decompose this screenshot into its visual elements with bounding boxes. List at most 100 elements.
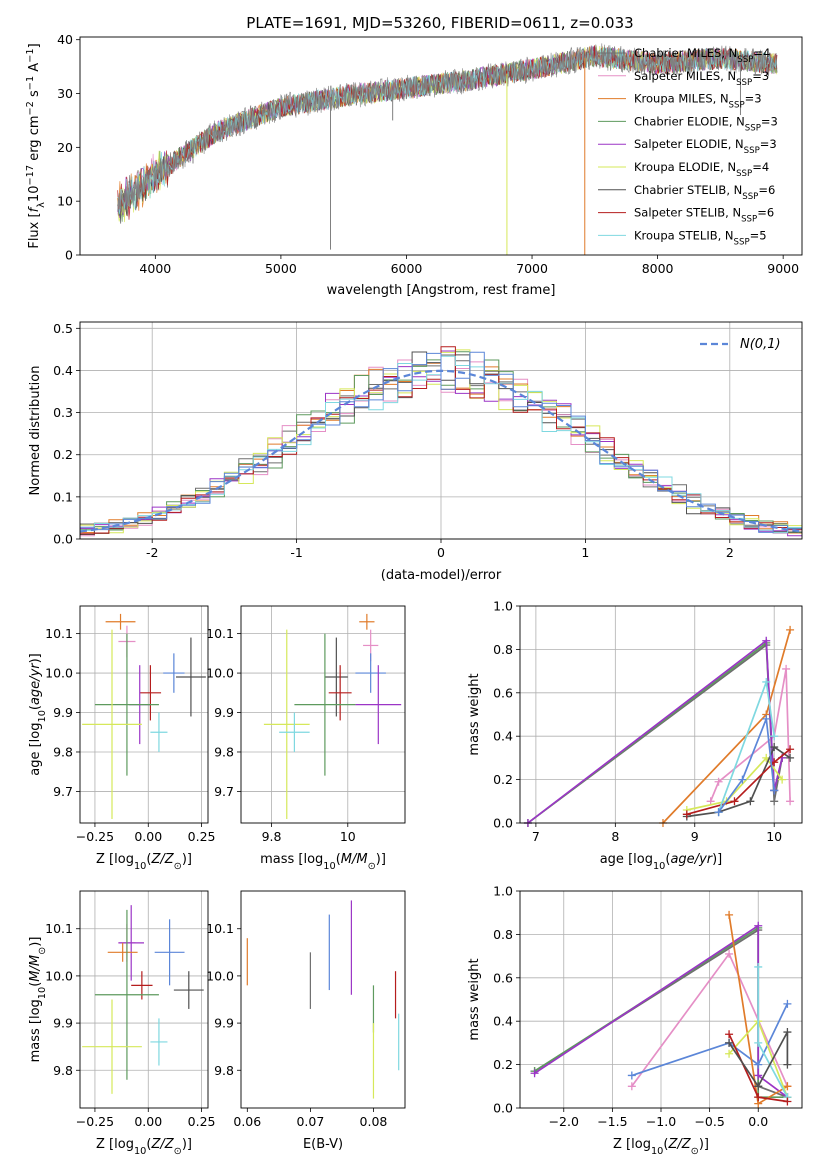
y-tick-label: 0.0 (493, 816, 513, 831)
x-tick-label: 6000 (391, 261, 423, 276)
y-tick-label: 10 (57, 194, 73, 209)
weight-marker (786, 753, 795, 762)
weight-marker (783, 1028, 792, 1037)
weight-marker (725, 949, 734, 958)
axes-frame (79, 321, 803, 540)
weight-marker (754, 962, 763, 971)
age_vs_Z-panel: −0.25 0.00 0.25 9.7 9.8 9.9 10.0 10.1 Z [log10(Z… (28, 605, 216, 872)
legend-label: Kroupa ELODIE, NSSP=4 (634, 160, 769, 179)
legend-label: Chabrier STELIB, NSSP=6 (634, 183, 775, 202)
y-tick-label: 0.1 (53, 489, 73, 504)
axes-frame (519, 605, 803, 824)
y-tick-label: 0.8 (493, 642, 513, 657)
y-axis-label: Flux [fλ10−17 erg cm−2 s−1 A−1] (25, 43, 47, 248)
weight-marker (754, 921, 763, 930)
y-tick-label: 9.8 (214, 1063, 234, 1078)
y-tick-label: 0.4 (493, 1014, 513, 1029)
gaussian-curve (79, 369, 800, 533)
y-tick-label: 9.9 (53, 705, 73, 720)
weight-marker (783, 999, 792, 1008)
y-tick-label: 0.2 (493, 1057, 513, 1072)
weight-marker (770, 743, 779, 752)
y-tick-label: 1.0 (493, 884, 513, 899)
y-tick-label: 30 (57, 86, 73, 101)
x-axis-label: wavelength [Angstrom, rest frame] (327, 283, 556, 298)
figure-title: PLATE=1691, MJD=53260, FIBERID=0611, z=0… (246, 14, 633, 32)
y-tick-label: 10.1 (206, 626, 234, 641)
y-tick-label: 0.6 (493, 970, 513, 985)
x-tick-label: 9 (691, 829, 699, 844)
legend-label: Chabrier ELODIE, NSSP=3 (634, 114, 778, 133)
y-axis-label: mass [log10(M/M⊙)] (28, 937, 48, 1063)
x-tick-label: 8000 (642, 261, 674, 276)
x-tick-label: 0.25 (188, 1114, 216, 1129)
weight-marker (786, 797, 795, 806)
x-tick-label: 0.00 (134, 1114, 162, 1129)
weight-marker (762, 636, 771, 645)
x-tick-label: 10 (340, 829, 356, 844)
spectrum-panel: 4000 5000 6000 7000 8000 9000 0 10 20 30 40 wavelen… (25, 32, 803, 298)
y-tick-label: 10.0 (206, 968, 234, 983)
x-axis-label: Z [log10(Z/Z⊙)] (613, 1137, 709, 1157)
y-axis-label: age [log10(age/yr)] (28, 653, 48, 776)
y-tick-label: 0.4 (53, 363, 73, 378)
weight-series (728, 1031, 789, 1088)
y-tick-label: 20 (57, 140, 73, 155)
weight-marker (714, 808, 723, 817)
x-tick-label: -1 (290, 545, 302, 560)
weight-marker (782, 664, 791, 673)
legend-label: N(0,1) (740, 337, 781, 352)
age_vs_mass-panel: 9.8 10 9.7 9.8 9.9 10.0 10.1 mass [log10(M/M⊙)] (206, 605, 406, 872)
weight-marker (746, 797, 755, 806)
axes-frame (519, 890, 803, 1109)
weight-marker (770, 786, 779, 795)
weight-marker (754, 1071, 763, 1080)
y-tick-label: 9.9 (214, 1016, 234, 1031)
weight-marker (682, 810, 691, 819)
y-tick-label: 9.8 (214, 744, 234, 759)
axes-frame (79, 605, 209, 824)
x-tick-label: −0.5 (694, 1114, 724, 1129)
weight-marker (627, 1071, 636, 1080)
weight-marker (783, 1097, 792, 1106)
plot-layer: 4000 5000 6000 7000 8000 9000010203040wavelen… (25, 32, 803, 1157)
x-tick-label: −1.5 (597, 1114, 627, 1129)
weight-marker (783, 1082, 792, 1091)
x-tick-label: 0.00 (134, 829, 162, 844)
weight-marker (754, 1038, 763, 1047)
weight-marker (770, 797, 779, 806)
mass_vs_Z-panel: −0.25 0.00 0.25 9.8 9.9 10.0 10.1 Z [log10(Z/Z⊙… (28, 890, 216, 1157)
y-tick-label: 9.8 (53, 1063, 73, 1078)
weight-marker (738, 775, 747, 784)
weight_vs_Z-panel: −2.0 −1.5 −1.0 −0.5 0.0 0.0 0.2 0.4 0.6 0.8 1.0 Z [… (467, 884, 803, 1157)
weight-series (717, 718, 776, 813)
weight-marker (786, 745, 795, 754)
y-tick-label: 10.0 (45, 968, 73, 983)
weight-marker (725, 910, 734, 919)
y-tick-label: 10.1 (206, 921, 234, 936)
y-tick-label: 0.2 (53, 447, 73, 462)
y-tick-label: 9.8 (53, 744, 73, 759)
x-axis-label: Z [log10(Z/Z⊙)] (96, 852, 192, 872)
axes-frame (79, 890, 209, 1109)
weight-marker (725, 1038, 734, 1047)
x-tick-label: 1 (581, 545, 589, 560)
y-tick-label: 40 (57, 32, 73, 47)
y-tick-label: 9.7 (214, 784, 234, 799)
weight-marker (530, 1069, 539, 1078)
x-tick-label: 9.8 (262, 829, 282, 844)
legend: Chabrier MILES, NSSP=4 Salpeter MILES, NS… (598, 46, 778, 247)
x-tick-label: 5000 (265, 261, 297, 276)
y-tick-label: 9.7 (53, 784, 73, 799)
y-axis-label: mass weight (467, 673, 482, 755)
legend-label: Salpeter STELIB, NSSP=6 (634, 206, 774, 225)
x-tick-label: 10 (766, 829, 782, 844)
y-tick-label: 0.5 (53, 321, 73, 336)
weight-marker (783, 1060, 792, 1069)
x-axis-label: age [log10(age/yr)] (600, 852, 723, 872)
weight-marker (786, 625, 795, 634)
weight-marker (778, 775, 787, 784)
y-tick-label: 1.0 (493, 599, 513, 614)
x-tick-label: 7000 (516, 261, 548, 276)
x-axis-label: Z [log10(Z/Z⊙)] (96, 1137, 192, 1157)
